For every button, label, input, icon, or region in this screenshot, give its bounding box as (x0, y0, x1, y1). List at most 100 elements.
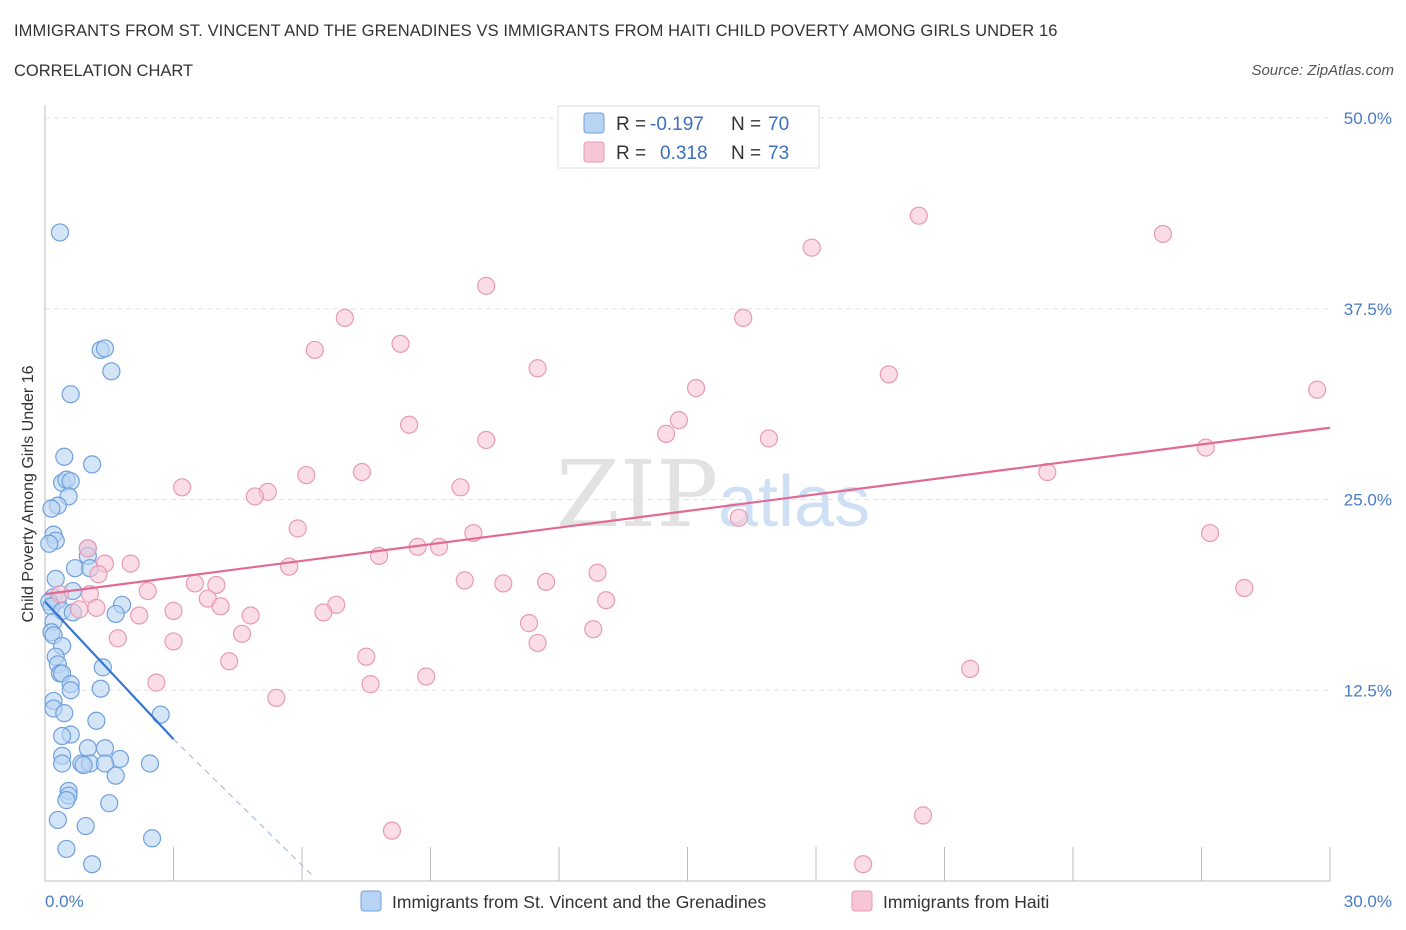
y-tick-labels: 12.5% 25.0% 37.5% 50.0% (1344, 109, 1392, 700)
haiti-point-48 (597, 591, 616, 610)
haiti-point-0 (909, 206, 928, 225)
bottom-legend: Immigrants from St. Vincent and the Gren… (360, 890, 1049, 912)
haiti-point-71 (913, 806, 933, 825)
haiti-point-18 (297, 465, 316, 485)
source-note: Source: ZipAtlas.com (1251, 62, 1394, 79)
st-vincent-point-5 (55, 447, 74, 466)
haiti-point-58 (584, 620, 603, 639)
bottom-legend-swatch-blue (360, 890, 382, 912)
watermark-zip: ZIP (556, 441, 718, 548)
haiti-point-62 (528, 633, 547, 653)
haiti-point-17 (1196, 438, 1215, 457)
legend-r-value-1: -0.197 (650, 114, 704, 135)
haiti-point-9 (879, 365, 898, 384)
haiti-point-55 (241, 606, 260, 625)
haiti-point-30 (429, 537, 449, 556)
bottom-legend-swatch-pink (851, 890, 873, 912)
st-vincent-point-68 (83, 855, 102, 874)
st-vincent-point-40 (61, 681, 80, 700)
st-vincent-point-9 (61, 472, 80, 491)
haiti-point-65 (961, 659, 980, 678)
st-vincent-point-58 (74, 755, 93, 775)
x-tick-labels: 0.0% 30.0% (45, 892, 1392, 911)
haiti-point-59 (232, 624, 252, 643)
st-vincent-point-56 (95, 754, 115, 773)
haiti-point-8 (528, 359, 547, 378)
haiti-point-21 (172, 478, 192, 497)
bottom-legend-label-blue: Immigrants from St. Vincent and the Gren… (392, 892, 766, 912)
st-vincent-point-12 (42, 499, 61, 518)
st-vincent-point-52 (110, 749, 130, 769)
st-vincent-point-46 (151, 705, 170, 724)
st-vincent-point-62 (57, 791, 76, 810)
haiti-point-54 (314, 603, 333, 622)
legend-r-label-2: R = (616, 143, 646, 164)
haiti-trend-line (44, 426, 1331, 596)
haiti-point-72 (854, 855, 873, 874)
y-tick-label-3: 50.0% (1344, 109, 1392, 128)
haiti-point-12 (399, 415, 419, 434)
haiti-point-43 (1235, 578, 1254, 598)
st-vincent-point-15 (40, 534, 59, 553)
legend-n-value-1: 70 (768, 114, 789, 135)
haiti-point-38 (185, 574, 205, 593)
st-vincent-point-48 (53, 726, 72, 746)
haiti-point-57 (519, 614, 539, 633)
st-vincent-point-64 (48, 810, 67, 830)
haiti-point-42 (537, 572, 556, 592)
watermark: ZIP atlas (556, 441, 870, 548)
st-vincent-trend-extension (173, 738, 316, 879)
haiti-point-44 (138, 581, 157, 601)
haiti-point-3 (477, 276, 496, 295)
st-vincent-point-53 (53, 754, 72, 773)
haiti-point-11 (1308, 380, 1327, 399)
legend-r-label-1: R = (616, 114, 646, 135)
stats-legend: R = -0.197 N = 70 R = 0.318 N = 73 (557, 105, 820, 169)
haiti-point-56 (130, 606, 149, 625)
legend-swatch-blue (583, 112, 605, 134)
haiti-point-64 (220, 652, 239, 671)
haiti-point-70 (382, 821, 402, 840)
haiti-point-22 (451, 478, 470, 497)
haiti-point-2 (802, 238, 821, 257)
st-vincent-point-44 (55, 704, 74, 723)
st-vincent-point-0 (50, 223, 70, 242)
st-vincent-point-3 (102, 362, 121, 381)
grid-lines (45, 117, 1330, 691)
haiti-point-7 (391, 334, 410, 353)
haiti-point-37 (588, 563, 607, 582)
haiti-point-14 (656, 424, 676, 443)
haiti-point-68 (361, 675, 380, 694)
haiti-point-69 (267, 688, 286, 707)
st-vincent-point-38 (93, 658, 112, 677)
haiti-point-5 (734, 308, 753, 328)
haiti-point-61 (164, 632, 183, 651)
haiti-point-28 (1200, 523, 1220, 543)
st-vincent-point-67 (57, 839, 76, 859)
y-axis-label: Child Poverty Among Girls Under 16 (20, 365, 37, 622)
y-tick-label-2: 37.5% (1344, 300, 1392, 319)
watermark-atlas: atlas (718, 462, 870, 542)
st-vincent-point-49 (78, 739, 97, 758)
st-vincent-point-66 (142, 829, 162, 848)
series-st-vincent-points (40, 223, 170, 874)
haiti-point-45 (50, 585, 70, 604)
haiti-point-6 (305, 340, 324, 360)
st-vincent-point-50 (95, 739, 115, 758)
haiti-point-60 (108, 629, 127, 648)
haiti-point-15 (477, 430, 496, 450)
st-vincent-point-6 (83, 455, 102, 474)
bottom-legend-label-pink: Immigrants from Haiti (883, 892, 1049, 912)
st-vincent-point-41 (91, 679, 110, 698)
legend-n-label-1: N = (731, 114, 761, 135)
haiti-point-19 (352, 462, 372, 482)
st-vincent-point-2 (95, 339, 115, 358)
haiti-point-39 (207, 575, 226, 595)
haiti-point-25 (729, 508, 749, 527)
haiti-point-63 (357, 647, 376, 666)
st-vincent-point-65 (76, 816, 95, 836)
haiti-point-49 (211, 597, 230, 616)
haiti-point-67 (147, 673, 166, 692)
haiti-point-26 (288, 519, 307, 538)
